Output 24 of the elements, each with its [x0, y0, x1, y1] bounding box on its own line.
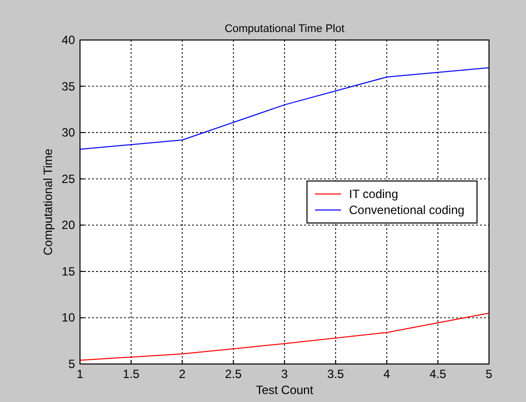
line-series	[80, 312, 490, 361]
x-tick-label: 4.5	[430, 367, 447, 381]
y-tick-label: 5	[68, 357, 76, 371]
legend-label: Convenetional coding	[349, 203, 464, 217]
x-axis-title: Test Count	[256, 383, 314, 397]
x-tick-label: 2.5	[225, 367, 242, 381]
y-tick-label: 25	[62, 172, 76, 186]
x-tick-label: 5	[486, 367, 493, 381]
y-tick-label: 20	[62, 218, 76, 232]
line-series	[80, 67, 490, 150]
x-tick-label: 1.5	[122, 367, 140, 381]
x-tick-label: 2	[178, 367, 186, 381]
y-tick-label: 10	[62, 310, 76, 325]
y-axis-title: Computational Time	[41, 148, 55, 256]
y-tick-label: 35	[62, 79, 76, 94]
x-tick-label: 3	[281, 367, 288, 381]
chart-title: Computational Time Plot	[224, 23, 344, 35]
y-tick-label: 30	[62, 126, 76, 140]
x-tick-label: 1	[76, 367, 84, 381]
x-tick-label: 3.5	[327, 367, 344, 381]
y-tick-label: 15	[62, 264, 76, 278]
x-tick-label: 4	[383, 367, 390, 381]
legend-label: IT coding	[349, 187, 398, 201]
y-tick-label: 40	[62, 33, 76, 47]
